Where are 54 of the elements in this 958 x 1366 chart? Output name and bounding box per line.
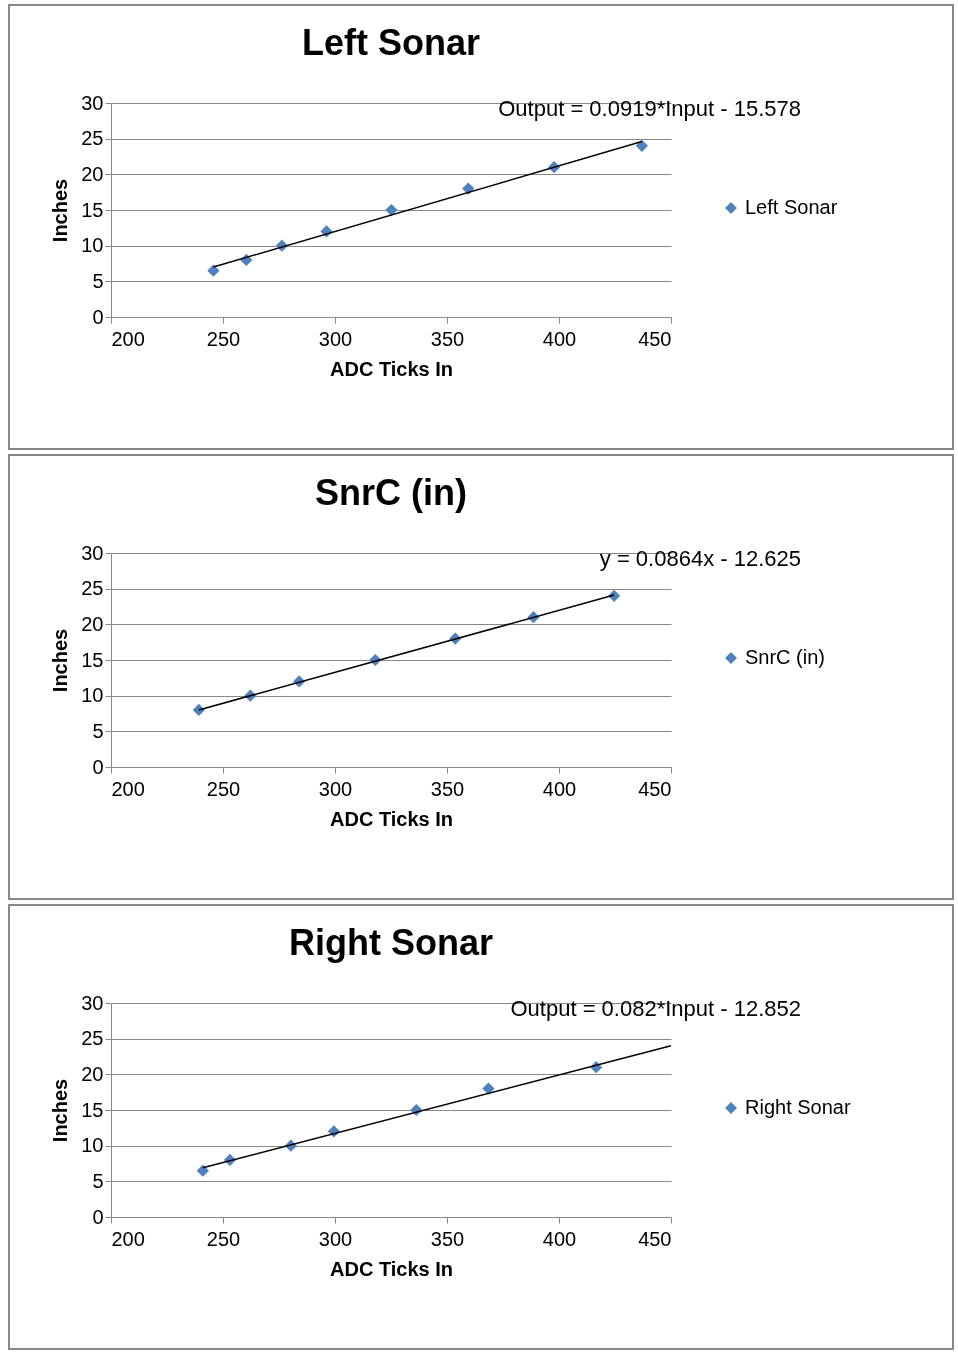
- x-tick-label: 200: [111, 777, 145, 800]
- y-tick-label: 10: [81, 1134, 104, 1157]
- x-tick-label: 350: [430, 777, 465, 800]
- y-tick-label: 10: [81, 684, 104, 707]
- y-tick-label: 15: [81, 198, 104, 221]
- chart-title: Right Sonar: [289, 922, 493, 963]
- y-tick-label: 30: [81, 991, 104, 1014]
- x-tick-label: 300: [318, 1227, 353, 1250]
- y-tick-label: 15: [81, 1098, 104, 1121]
- y-tick-label: 5: [92, 1169, 104, 1192]
- x-tick-label: 200: [111, 327, 145, 350]
- legend-label: Right Sonar: [745, 1096, 851, 1118]
- y-axis-title: Inches: [49, 628, 72, 693]
- x-tick-label: 450: [638, 777, 672, 800]
- y-tick-label: 25: [81, 1027, 104, 1050]
- x-tick-label: 400: [542, 327, 577, 350]
- chart-title: SnrC (in): [315, 472, 467, 513]
- x-tick-label: 400: [542, 777, 577, 800]
- x-tick-label: 350: [430, 1227, 465, 1250]
- y-tick-label: 20: [81, 612, 104, 635]
- x-axis-title: ADC Ticks In: [330, 1257, 453, 1280]
- y-tick-label: 30: [81, 541, 104, 564]
- x-tick-label: 350: [430, 327, 465, 350]
- chart-title: Left Sonar: [301, 22, 481, 63]
- x-tick-label: 400: [542, 1227, 577, 1250]
- y-axis-title: Inches: [49, 1078, 72, 1143]
- x-tick-label: 250: [206, 1227, 241, 1250]
- y-tick-label: 0: [92, 755, 104, 778]
- y-tick-label: 0: [92, 1205, 104, 1228]
- y-tick-label: 5: [92, 719, 104, 742]
- x-tick-label: 450: [638, 1227, 672, 1250]
- x-tick-label: 250: [206, 777, 241, 800]
- y-tick-label: 5: [92, 269, 104, 292]
- x-tick-label: 300: [318, 777, 353, 800]
- legend-label: SnrC (in): [745, 646, 826, 668]
- x-axis-title: ADC Ticks In: [330, 807, 453, 830]
- x-tick-label: 300: [318, 327, 353, 350]
- x-tick-label: 450: [638, 327, 672, 350]
- y-tick-label: 15: [81, 648, 104, 671]
- legend-label: Left Sonar: [745, 196, 838, 218]
- x-axis-title: ADC Ticks In: [330, 357, 453, 380]
- annotation: y = 0.0864x - 12.625: [599, 546, 801, 571]
- annotation: Output = 0.082*Input - 12.852: [510, 996, 801, 1021]
- y-tick-label: 0: [92, 305, 104, 328]
- x-tick-label: 200: [111, 1227, 145, 1250]
- y-tick-label: 25: [81, 127, 104, 150]
- annotation: Output = 0.0919*Input - 15.578: [498, 96, 801, 121]
- y-tick-label: 30: [81, 91, 104, 114]
- y-tick-label: 20: [81, 162, 104, 185]
- x-tick-label: 250: [206, 327, 241, 350]
- y-axis-title: Inches: [49, 178, 72, 243]
- y-tick-label: 25: [81, 577, 104, 600]
- y-tick-label: 10: [81, 234, 104, 257]
- y-tick-label: 20: [81, 1062, 104, 1085]
